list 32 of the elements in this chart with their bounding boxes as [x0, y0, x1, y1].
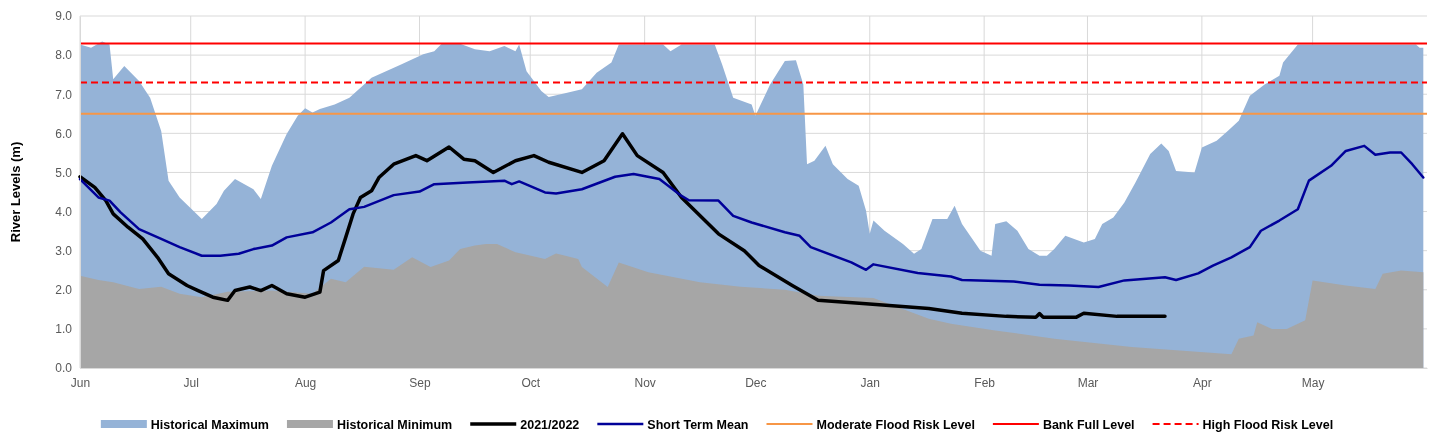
- legend-label: Bank Full Level: [1042, 417, 1135, 432]
- x-tick-label: Sep: [409, 375, 432, 390]
- x-tick-label: Mar: [1077, 375, 1099, 390]
- y-tick-label: 4.0: [55, 204, 73, 219]
- legend-label: Moderate Flood Risk Level: [816, 417, 975, 432]
- legend-label: Short Term Mean: [647, 417, 749, 432]
- y-tick-label: 0.0: [55, 361, 73, 376]
- line-series: [78, 131, 1167, 319]
- x-tick-label: Feb: [974, 375, 996, 390]
- y-tick-label: 5.0: [55, 165, 73, 180]
- x-tick-label: Jul: [183, 375, 199, 390]
- x-tick-label: May: [1301, 375, 1325, 390]
- legend-label: Historical Minimum: [336, 417, 453, 432]
- legend-label: High Flood Risk Level: [1202, 417, 1334, 432]
- x-tick-label: Nov: [634, 375, 656, 390]
- line-series: [78, 144, 1425, 289]
- legend-label: 2021/2022: [520, 417, 580, 432]
- y-tick-label: 1.0: [55, 322, 73, 337]
- y-axis-title: River Levels (m): [8, 141, 23, 243]
- y-tick-label: 2.0: [55, 283, 73, 298]
- x-tick-label: Jan: [860, 375, 880, 390]
- x-tick-label: Apr: [1193, 375, 1212, 390]
- x-tick-label: Dec: [745, 375, 767, 390]
- y-tick-label: 8.0: [55, 48, 73, 63]
- y-tick-label: 6.0: [55, 126, 73, 141]
- legend-label: Historical Maximum: [150, 417, 269, 432]
- y-tick-label: 7.0: [55, 87, 73, 102]
- x-tick-label: Aug: [294, 375, 317, 390]
- y-tick-label: 3.0: [55, 244, 73, 259]
- y-tick-label: 9.0: [55, 9, 73, 24]
- x-tick-label: Jun: [70, 375, 91, 390]
- x-tick-label: Oct: [521, 375, 541, 390]
